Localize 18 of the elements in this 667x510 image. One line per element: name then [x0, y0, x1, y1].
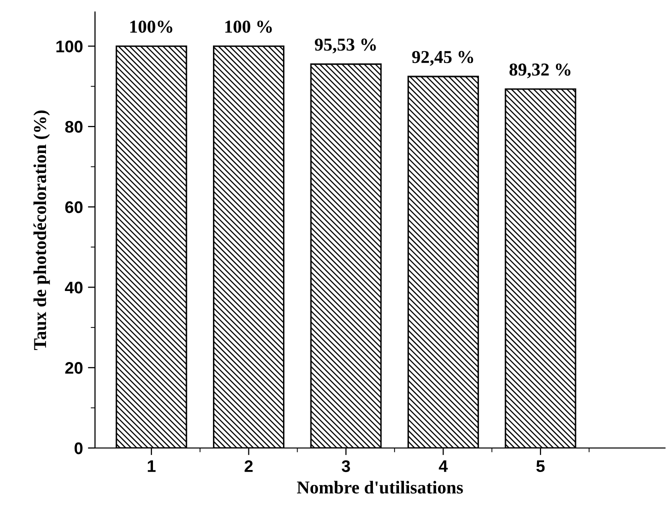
y-tick-label: 60 [65, 201, 83, 214]
x-tick-label: 5 [536, 460, 545, 472]
y-tick-label: 0 [74, 442, 83, 454]
x-tick-label: 3 [342, 460, 350, 472]
y-tick-label: 40 [64, 282, 83, 294]
data-label: 100% [130, 20, 172, 33]
y-tick-label: 20 [65, 362, 83, 374]
data-label: 92,45 % [412, 50, 474, 66]
x-tick-label: 4 [438, 460, 448, 472]
data-label: 100 % [225, 20, 272, 33]
x-tick-label: 1 [148, 460, 156, 472]
x-axis-title: Nombre d'utilisations [296, 480, 463, 494]
y-tick-label: 100 [56, 40, 83, 52]
data-label: 95,53 % [314, 38, 376, 54]
data-label: 89,32 % [510, 64, 570, 78]
x-tick-label: 2 [244, 460, 253, 472]
y-axis-title: Taux de photodécoloration (%) [33, 110, 50, 350]
y-tick-label: 80 [65, 120, 83, 133]
